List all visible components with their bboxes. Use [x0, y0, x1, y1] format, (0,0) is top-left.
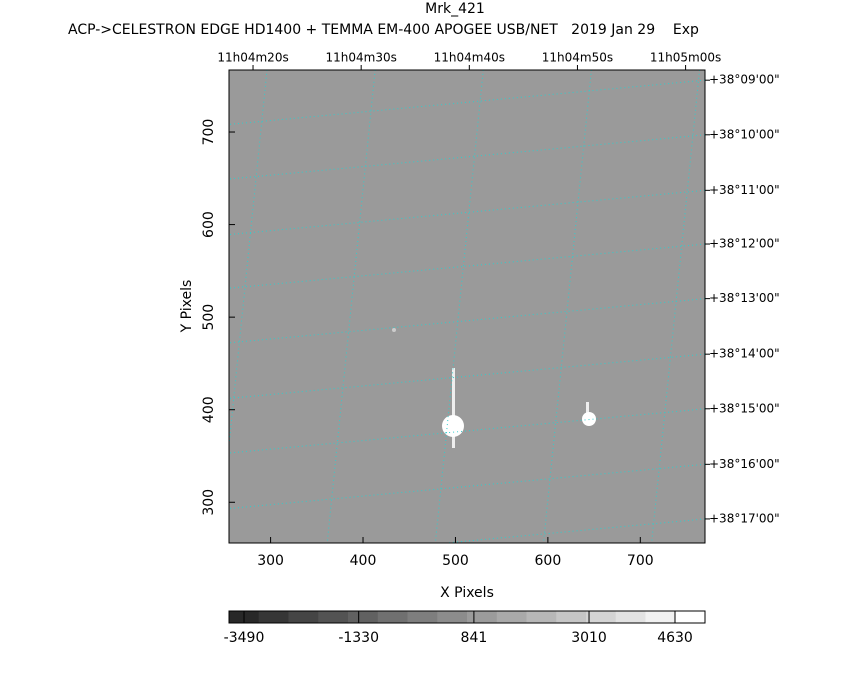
dec-grid-line: [229, 463, 705, 510]
dec-grid-line: [229, 243, 705, 289]
ra-tick-label: 11h04m20s: [217, 51, 288, 65]
colorbar-tick-label: 4630: [657, 630, 693, 646]
colorbar-step: [407, 611, 438, 623]
dec-tick-label: +38°17'00": [709, 511, 780, 525]
dec-tick-label: +38°09'00": [709, 73, 780, 87]
x-tick-label: 500: [442, 553, 469, 569]
colorbar-frame: [228, 610, 706, 624]
chart-title: Mrk_421: [425, 1, 485, 17]
y-tick-label: 400: [201, 396, 217, 423]
bleed-trail: [586, 402, 589, 422]
x-tick-label: 400: [350, 553, 377, 569]
colorbar-step: [288, 611, 319, 623]
dec-tick-label: +38°15'00": [709, 401, 780, 415]
colorbar-step: [675, 611, 706, 623]
chart-subtitle: ACP->CELESTRON EDGE HD1400 + TEMMA EM-40…: [68, 22, 699, 38]
bleed-trail: [452, 368, 455, 448]
plot-frame: [228, 69, 706, 544]
x-tick-label: 600: [535, 553, 562, 569]
star: [582, 412, 596, 426]
dec-grid-line: [229, 79, 705, 125]
colorbar-step: [496, 611, 527, 623]
dec-tick-label: +38°11'00": [709, 183, 780, 197]
dec-grid-line: [229, 408, 705, 454]
colorbar-step: [615, 611, 646, 623]
y-tick-label: 300: [201, 489, 217, 516]
colorbar: -3490 -1330 841 3010 4630: [224, 610, 706, 646]
ra-tick-label: 11h05m00s: [650, 51, 721, 65]
dec-tick-label: +38°10'00": [709, 127, 780, 141]
colorbar-step: [556, 611, 587, 623]
star: [392, 328, 396, 332]
colorbar-tick-label: -1330: [338, 630, 379, 646]
colorbar-step: [645, 611, 676, 623]
dec-grid-line: [229, 134, 705, 180]
dec-grid-line: [229, 298, 705, 344]
dec-grid-line: [440, 518, 705, 543]
colorbar-tick-label: 3010: [571, 630, 607, 646]
y-tick-label: 500: [201, 304, 217, 331]
star: [442, 415, 464, 437]
y-axis-label: Y Pixels: [179, 280, 195, 334]
dec-grid-line: [229, 353, 705, 399]
colorbar-tick-label: -3490: [224, 630, 265, 646]
colorbar-step: [437, 611, 468, 623]
colorbar-step: [377, 611, 408, 623]
wcs-grid: [229, 70, 705, 543]
colorbar-step: [586, 611, 617, 623]
colorbar-step: [318, 611, 349, 623]
image-area: [229, 70, 705, 543]
ra-tick-label: 11h04m30s: [325, 51, 396, 65]
dec-grid-line: [229, 189, 705, 236]
y-tick-label: 700: [201, 119, 217, 146]
dec-tick-label: +38°13'00": [709, 291, 780, 305]
x-tick-label: 300: [257, 553, 284, 569]
ra-tick-label: 11h04m40s: [434, 51, 505, 65]
x-tick-label: 700: [627, 553, 654, 569]
dec-tick-label: +38°14'00": [709, 347, 780, 361]
colorbar-step: [348, 611, 379, 623]
ra-tick-label: 11h04m50s: [542, 51, 613, 65]
colorbar-step: [467, 611, 498, 623]
colorbar-step: [526, 611, 557, 623]
dec-tick-label: +38°16'00": [709, 457, 780, 471]
y-tick-label: 600: [201, 211, 217, 238]
x-axis-label: X Pixels: [440, 585, 494, 601]
colorbar-step: [258, 611, 289, 623]
dec-tick-label: +38°12'00": [709, 237, 780, 251]
colorbar-tick-label: 841: [461, 630, 488, 646]
